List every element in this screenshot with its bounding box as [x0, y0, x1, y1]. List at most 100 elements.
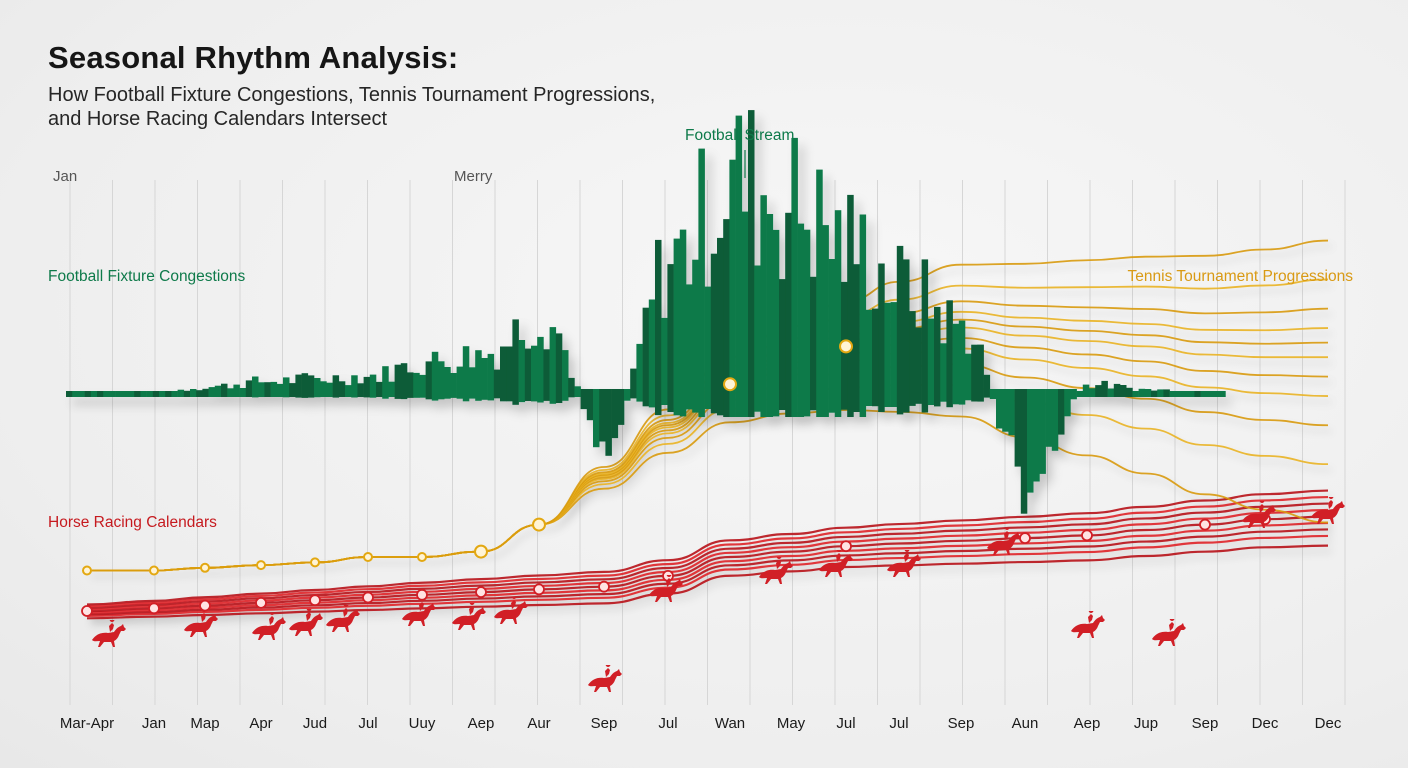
football-bar — [686, 284, 693, 410]
football-bar — [332, 375, 340, 398]
football-bar — [221, 383, 228, 397]
football-bar — [363, 376, 371, 398]
football-bar — [611, 389, 619, 439]
tennis-marker — [200, 562, 210, 573]
football-bar — [772, 229, 780, 417]
x-tick-label: May — [777, 715, 806, 732]
football-bar — [1064, 389, 1071, 417]
football-bar — [345, 385, 352, 397]
football-bar — [667, 264, 674, 412]
football-bar — [648, 299, 656, 408]
racing-line — [86, 502, 1329, 609]
football-bar — [450, 373, 457, 398]
football-bar — [202, 388, 209, 397]
football-bar — [307, 375, 315, 398]
x-axis: Mar-Apr Jan Map Apr Jud Jul Uuy Aep Aur Sep Jul Wan… — [60, 715, 1342, 732]
football-bar — [965, 353, 972, 401]
football-bar — [828, 259, 836, 413]
football-bar — [1045, 389, 1053, 447]
football-bar — [642, 307, 650, 407]
tennis-marker — [310, 557, 320, 568]
football-bar — [419, 374, 426, 398]
x-tick-label: Sep — [591, 715, 618, 732]
football-bar — [1014, 389, 1022, 467]
football-bar — [276, 383, 284, 397]
horse-icon — [92, 620, 126, 647]
x-tick-label: Wan — [715, 715, 745, 732]
football-bar — [754, 265, 761, 412]
football-bar — [760, 195, 767, 417]
football-bar — [239, 388, 247, 397]
football-bar — [1219, 391, 1226, 397]
football-bar — [673, 238, 681, 416]
x-tick-label: Map — [190, 715, 219, 732]
football-bar — [624, 389, 631, 401]
football-bar — [233, 384, 240, 397]
football-bar — [605, 389, 612, 456]
tennis-series-label: Tennis Tournament Progressions — [1127, 268, 1353, 285]
football-bar — [165, 391, 172, 397]
racing-line — [86, 521, 1329, 614]
subtitle-line-2: and Horse Racing Calendars Intersect — [48, 108, 388, 130]
football-bar — [847, 194, 854, 417]
racing-marker — [1019, 532, 1031, 544]
football-bar — [934, 306, 941, 407]
football-bar — [1126, 387, 1133, 397]
football-bar — [469, 367, 476, 399]
football-bar — [1113, 383, 1121, 397]
football-bar — [580, 389, 588, 410]
football-bar — [146, 391, 154, 397]
x-tick-label: Jul — [889, 715, 908, 732]
horse-icon — [588, 665, 622, 692]
football-bar — [896, 245, 904, 415]
football-bar — [1008, 389, 1015, 436]
football-bar — [921, 259, 929, 413]
football-bar — [190, 389, 197, 397]
racing-line — [86, 489, 1329, 606]
racing-series-label: Horse Racing Calendars — [48, 514, 217, 531]
football-bar — [326, 382, 333, 397]
grid-lines — [69, 180, 1346, 705]
racing-marker — [362, 591, 374, 604]
chart-title: Seasonal Rhythm Analysis: — [48, 40, 459, 75]
football-bar — [1144, 389, 1152, 397]
football-bar — [264, 382, 271, 397]
football-bar — [152, 391, 160, 397]
racing-line — [86, 515, 1329, 613]
football-bar — [1076, 391, 1084, 397]
football-bar — [909, 311, 916, 406]
football-bar — [890, 302, 898, 407]
football-bar — [1107, 388, 1115, 397]
racing-marker — [533, 583, 545, 596]
football-bar — [940, 343, 947, 402]
racing-marker — [199, 599, 211, 612]
football-bar — [1188, 391, 1195, 397]
football-bar — [1175, 391, 1183, 397]
football-bar — [121, 391, 129, 397]
football-bar — [903, 259, 910, 413]
football-bar — [214, 385, 222, 397]
racing-line — [86, 528, 1329, 616]
football-bar — [245, 380, 253, 397]
football-bar — [1206, 391, 1214, 397]
football-bar — [1082, 384, 1090, 397]
football-bar — [1101, 380, 1108, 397]
football-bar — [1051, 389, 1059, 451]
football-bar — [785, 212, 792, 417]
football-bar — [1182, 391, 1189, 397]
football-bar — [301, 373, 309, 398]
horse-icon — [452, 603, 486, 630]
racing-line — [86, 508, 1329, 611]
series-markers — [81, 150, 1345, 692]
football-series-label: Football Fixture Congestions — [48, 268, 246, 285]
football-bar — [208, 387, 216, 397]
x-tick-label: Jud — [303, 715, 327, 732]
subtitle-line-1: How Football Fixture Congestions, Tennis… — [48, 84, 656, 106]
football-bar — [568, 377, 575, 398]
tennis-marker — [723, 377, 737, 392]
football-bar — [555, 333, 563, 403]
football-bar — [134, 391, 141, 397]
football-bar — [549, 327, 557, 404]
football-bar — [717, 237, 724, 416]
football-series — [66, 110, 1226, 514]
